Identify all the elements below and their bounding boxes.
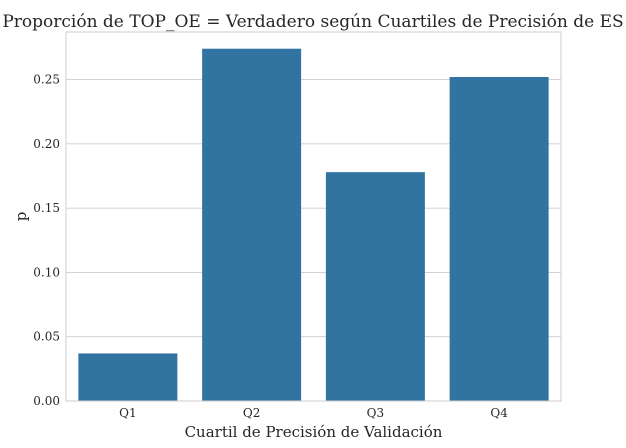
bars (78, 48, 549, 401)
bar-q3 (325, 172, 425, 401)
x-tick-label: Q4 (490, 406, 508, 420)
y-axis-label: p (12, 212, 30, 222)
y-tick-label: 0.25 (33, 73, 60, 87)
y-tick-label: 0.05 (33, 330, 60, 344)
plot-frame (65, 31, 562, 402)
y-tick-label: 0.10 (33, 265, 60, 279)
chart-title: Proporción de TOP_OE = Verdadero según C… (2, 12, 623, 32)
bar-q4 (449, 77, 549, 401)
x-tick-label: Q3 (367, 406, 384, 420)
x-tick-label: Q2 (243, 406, 260, 420)
x-axis-label: Cuartil de Precisión de Validación (185, 423, 443, 441)
y-tick-label: 0.20 (33, 137, 60, 151)
y-tick-label: 0.15 (33, 201, 60, 215)
y-tick-labels: 0.00 0.05 0.10 0.15 0.20 0.25 (33, 73, 60, 408)
bar-q2 (202, 48, 302, 401)
bar-q1 (78, 353, 178, 401)
y-tick-label: 0.00 (33, 394, 60, 408)
x-tick-labels: Q1 Q2 Q3 Q4 (119, 406, 508, 420)
x-tick-label: Q1 (119, 406, 136, 420)
